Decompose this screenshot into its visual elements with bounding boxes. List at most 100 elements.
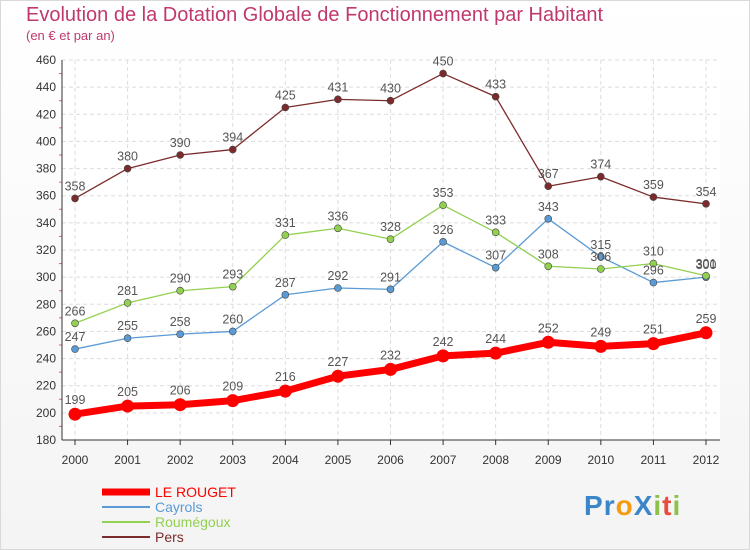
data-label-LE ROUGET: 206 xyxy=(170,384,191,398)
data-point-Cayrols xyxy=(176,330,184,338)
data-point-Roumégoux xyxy=(281,231,290,239)
axes: 180 200 220 240 260 280 300 320 340 360 380 400 420 4… xyxy=(36,53,720,467)
data-point-Cayrols xyxy=(386,285,395,294)
series-layer xyxy=(68,69,713,421)
data-point-LE ROUGET xyxy=(173,398,187,412)
data-point-LE ROUGET xyxy=(331,369,345,383)
y-tick-label: 200 xyxy=(36,406,56,420)
data-label-LE ROUGET: 251 xyxy=(643,323,664,337)
logo-letter: r xyxy=(603,490,616,521)
data-point-Pers xyxy=(176,151,184,159)
grid xyxy=(62,59,720,441)
data-point-Roumégoux xyxy=(597,265,605,273)
data-point-Pers xyxy=(334,95,342,104)
y-tick-label: 280 xyxy=(36,297,56,311)
data-label-Pers: 367 xyxy=(538,167,559,181)
x-tick-label: 2003 xyxy=(219,453,246,467)
chart-subtitle: (en € et par an) xyxy=(26,28,115,43)
legend-label-Cayrols: Cayrols xyxy=(155,499,202,515)
data-label-Pers: 380 xyxy=(117,150,138,164)
data-point-LE ROUGET xyxy=(384,362,397,376)
x-tick-label: 2004 xyxy=(272,453,299,467)
chart-title: Evolution de la Dotation Globale de Fonc… xyxy=(26,4,604,26)
data-label-LE ROUGET: 205 xyxy=(117,385,138,399)
data-point-Pers xyxy=(386,96,395,105)
data-labels: 247 255 258 260 287 292 291 326 307 343 315 296 300 2… xyxy=(65,55,717,408)
logo-letter: t xyxy=(662,490,673,521)
proxiti-logo: ProXiti xyxy=(584,490,681,522)
y-tick-label: 180 xyxy=(36,433,56,447)
data-label-Cayrols: 343 xyxy=(538,200,559,214)
x-tick-label: 2007 xyxy=(430,453,457,467)
data-label-Pers: 450 xyxy=(433,55,454,69)
data-label-Roumégoux: 306 xyxy=(590,250,611,264)
data-label-Roumégoux: 310 xyxy=(643,245,664,259)
data-label-Pers: 374 xyxy=(590,158,611,172)
data-label-Cayrols: 296 xyxy=(643,264,664,278)
data-point-Cayrols xyxy=(491,263,500,272)
data-point-Cayrols xyxy=(228,327,237,336)
y-tick-label: 380 xyxy=(36,162,56,176)
data-label-Roumégoux: 331 xyxy=(275,216,296,230)
data-point-Pers xyxy=(123,164,132,173)
data-label-Pers: 433 xyxy=(485,78,506,92)
data-point-LE ROUGET xyxy=(489,346,503,360)
data-label-Roumégoux: 353 xyxy=(433,186,454,200)
x-tick-label: 2008 xyxy=(482,453,509,467)
x-tick-label: 2009 xyxy=(535,453,562,467)
data-label-Roumégoux: 328 xyxy=(380,220,401,234)
data-point-Roumégoux xyxy=(228,282,237,291)
data-label-Pers: 358 xyxy=(65,179,86,193)
data-label-Roumégoux: 293 xyxy=(222,268,243,282)
data-point-Cayrols xyxy=(123,334,132,343)
data-label-Pers: 394 xyxy=(222,131,243,145)
data-label-Roumégoux: 266 xyxy=(65,304,86,318)
y-tick-label: 240 xyxy=(36,352,56,366)
logo-letter: i xyxy=(672,490,682,521)
data-label-Pers: 425 xyxy=(275,89,296,103)
data-label-Cayrols: 247 xyxy=(65,330,86,344)
data-point-Cayrols xyxy=(597,252,605,261)
y-tick-label: 440 xyxy=(36,80,56,94)
y-tick-label: 360 xyxy=(36,189,56,203)
data-point-LE ROUGET xyxy=(226,394,240,408)
data-point-Pers xyxy=(544,182,553,191)
y-tick-label: 340 xyxy=(36,216,56,230)
data-point-LE ROUGET xyxy=(594,339,608,353)
x-tick-label: 2006 xyxy=(377,453,404,467)
data-point-Roumégoux xyxy=(334,224,342,233)
x-tick-label: 2012 xyxy=(693,453,720,467)
data-point-Roumégoux xyxy=(649,259,658,268)
x-tick-label: 2001 xyxy=(114,453,141,467)
data-label-LE ROUGET: 199 xyxy=(65,393,86,407)
data-label-LE ROUGET: 242 xyxy=(433,335,454,349)
data-label-LE ROUGET: 227 xyxy=(327,355,348,369)
data-point-LE ROUGET xyxy=(646,337,660,351)
data-label-Roumégoux: 301 xyxy=(696,257,717,271)
data-label-Cayrols: 258 xyxy=(170,315,191,329)
logo-letter: i xyxy=(653,490,663,521)
data-label-Cayrols: 260 xyxy=(222,312,243,326)
data-point-Roumégoux xyxy=(491,228,500,237)
data-label-LE ROUGET: 216 xyxy=(275,370,296,384)
legend-label-LE ROUGET: LE ROUGET xyxy=(155,484,236,500)
legend-label-Roumégoux: Roumégoux xyxy=(155,514,231,530)
legend-label-Pers: Pers xyxy=(155,529,184,545)
data-point-LE ROUGET xyxy=(121,399,135,413)
logo-letter: P xyxy=(584,490,604,521)
data-label-Roumégoux: 333 xyxy=(485,213,506,227)
data-label-Pers: 430 xyxy=(380,82,401,96)
data-point-LE ROUGET xyxy=(699,326,713,340)
data-point-LE ROUGET xyxy=(436,349,450,363)
y-tick-label: 320 xyxy=(36,243,56,257)
data-point-Pers xyxy=(491,92,500,101)
data-point-Roumégoux xyxy=(123,299,132,307)
data-point-LE ROUGET xyxy=(68,407,82,421)
data-label-Cayrols: 300 xyxy=(696,258,717,272)
data-label-Pers: 354 xyxy=(696,185,717,199)
data-label-Cayrols: 326 xyxy=(433,223,454,237)
data-label-Pers: 359 xyxy=(643,178,664,192)
data-point-Roumégoux xyxy=(176,286,184,295)
